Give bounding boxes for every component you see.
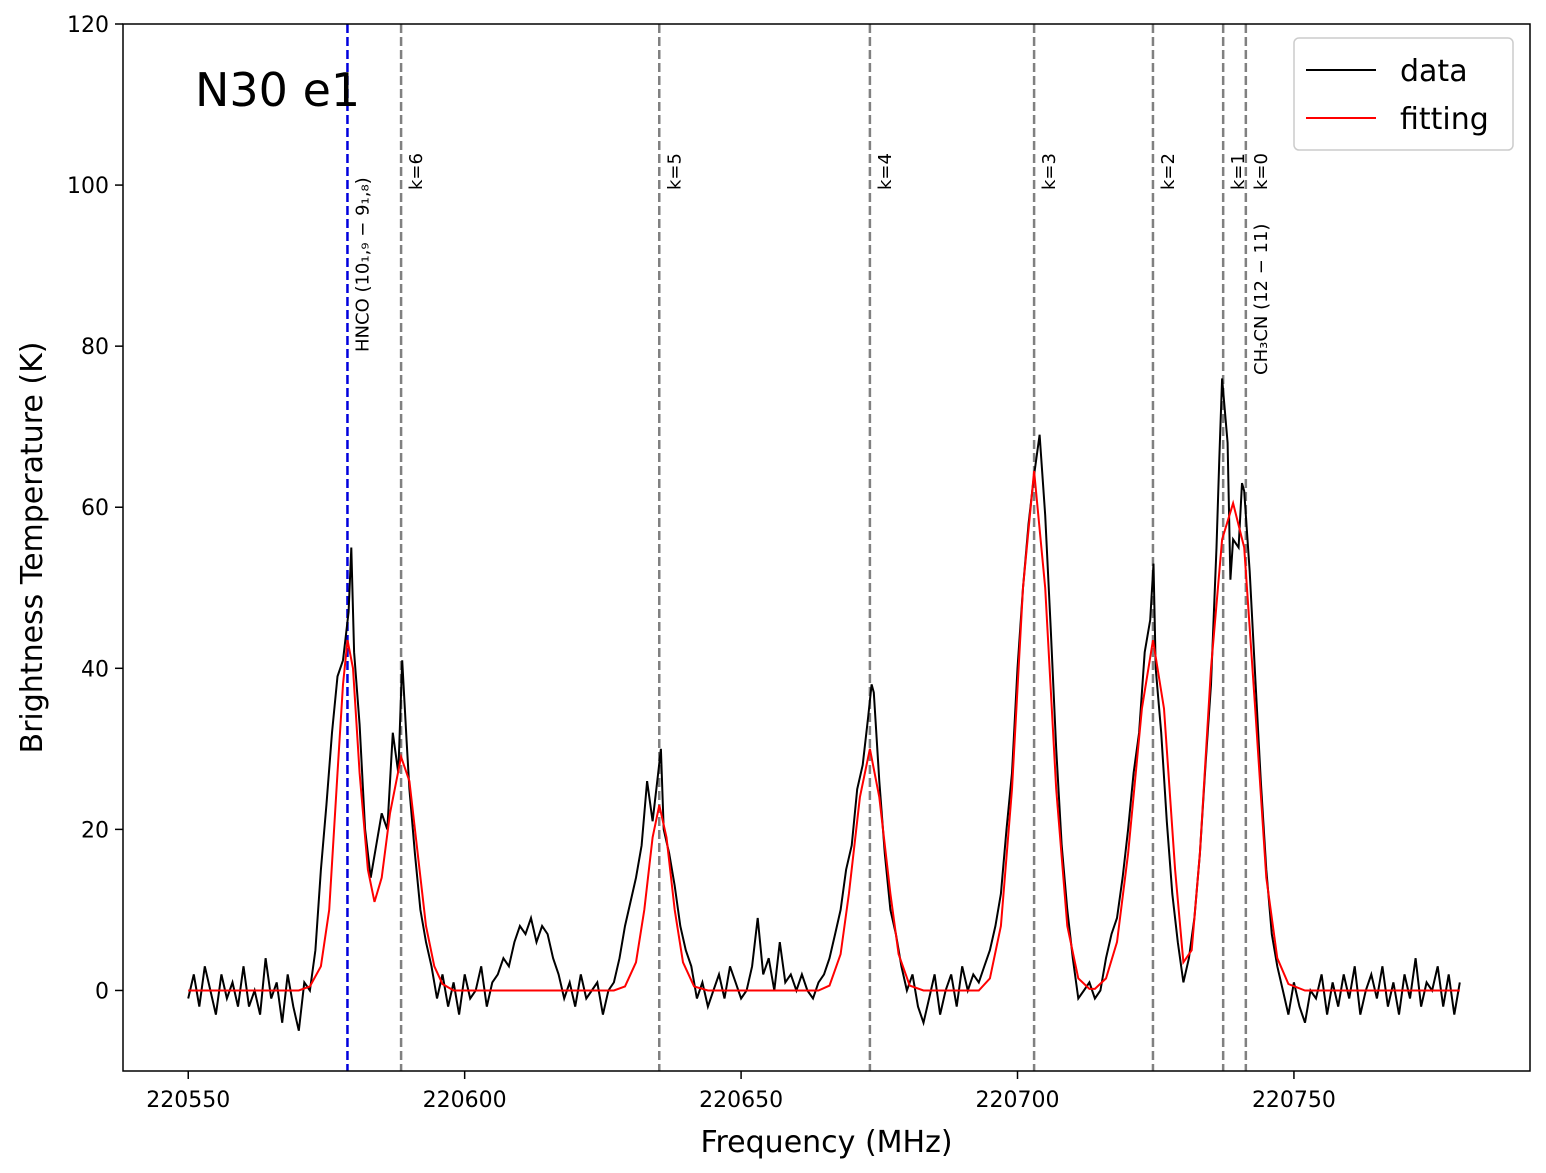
line-label: k=5 — [664, 153, 685, 190]
legend-box — [1293, 37, 1514, 151]
line-label: k=0 — [1251, 153, 1272, 190]
legend-label: fitting — [1400, 102, 1489, 137]
line-label: k=3 — [1039, 153, 1060, 190]
legend-label: data — [1400, 54, 1468, 89]
x-tick-label: 220550 — [146, 1088, 230, 1113]
line-label: HNCO (10₁,₉ − 9₁,₈) — [352, 177, 373, 352]
line-label: k=6 — [406, 153, 427, 190]
y-tick-label: 100 — [67, 174, 109, 199]
line-series — [187, 378, 1461, 1031]
x-axis-label: Frequency (MHz) — [700, 1125, 952, 1160]
line-label: k=4 — [875, 153, 896, 190]
annotation: N30 e1 — [195, 63, 360, 117]
x-tick-label: 220700 — [976, 1088, 1060, 1113]
x-tick-label: 220650 — [699, 1088, 783, 1113]
y-tick-label: 20 — [81, 818, 109, 843]
plot-frame — [122, 23, 1531, 1072]
x-tick-label: 220750 — [1252, 1088, 1336, 1113]
y-tick-label: 120 — [67, 13, 109, 38]
line-series — [188, 470, 1460, 992]
group-label: CH₃CN (12 − 11) — [1251, 224, 1272, 375]
y-axis-label: Brightness Temperature (K) — [15, 342, 50, 754]
y-tick-label: 40 — [81, 657, 109, 682]
y-tick-label: 60 — [81, 496, 109, 521]
x-tick-label: 220600 — [423, 1088, 507, 1113]
line-label: k=2 — [1158, 153, 1179, 190]
line-label: k=1 — [1228, 153, 1249, 190]
y-tick-label: 0 — [95, 979, 109, 1004]
y-tick-label: 80 — [81, 335, 109, 360]
